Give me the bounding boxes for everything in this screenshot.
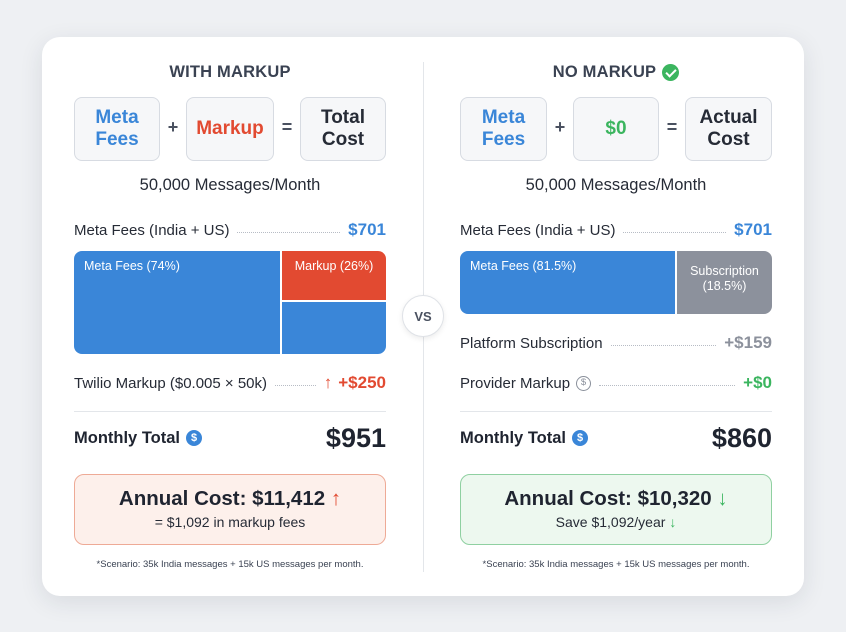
bar-segment-meta-fees: Meta Fees (81.5%) bbox=[460, 251, 675, 314]
dollar-icon: $ bbox=[186, 430, 203, 446]
equation-term-meta-fees: Meta Fees bbox=[74, 97, 160, 161]
cost-breakdown-bar: Meta Fees (81.5%) Subscription (18.5%) bbox=[460, 251, 772, 314]
markup-row: Twilio Markup ($0.005 × 50k) ↑ +$250 bbox=[74, 373, 386, 392]
monthly-total-value: $951 bbox=[325, 422, 386, 453]
platform-subscription-row: Platform Subscription +$159 bbox=[460, 333, 772, 352]
equals-sign: = bbox=[281, 117, 293, 137]
dotted-leader bbox=[610, 344, 717, 346]
cost-breakdown-bar: Meta Fees (74%) Markup (26%) bbox=[74, 251, 386, 354]
monthly-total-value: $860 bbox=[711, 422, 772, 453]
cost-equation: Meta Fees + Markup = Total Cost bbox=[74, 97, 386, 161]
equation-term-zero: $0 bbox=[573, 97, 659, 161]
bar-segment-subscription: Subscription (18.5%) bbox=[677, 251, 772, 314]
separator bbox=[460, 411, 772, 412]
equation-term-actual-cost: Actual Cost bbox=[685, 97, 772, 161]
arrow-up-icon: ↑ bbox=[323, 373, 333, 392]
meta-fees-row: Meta Fees (India + US) $701 bbox=[460, 220, 772, 239]
plus-sign: + bbox=[554, 117, 566, 137]
panel-heading: WITH MARKUP bbox=[169, 63, 291, 81]
dotted-leader bbox=[275, 384, 316, 386]
provider-markup-row: Provider Markup $ +$0 bbox=[460, 373, 772, 392]
monthly-total-row: Monthly Total $ $951 bbox=[74, 422, 386, 453]
equation-term-markup: Markup bbox=[186, 97, 274, 161]
meta-fees-row: Meta Fees (India + US) $701 bbox=[74, 220, 386, 239]
vs-badge: VS bbox=[402, 295, 444, 337]
bar-segment-meta-fees-remainder bbox=[282, 302, 386, 354]
scenario-footnote: *Scenario: 35k India messages + 15k US m… bbox=[96, 559, 364, 570]
with-markup-panel: WITH MARKUP Meta Fees + Markup = Total C… bbox=[74, 0, 386, 632]
equation-term-total-cost: Total Cost bbox=[300, 97, 386, 161]
plus-sign: + bbox=[167, 117, 179, 137]
message-volume: 50,000 Messages/Month bbox=[525, 176, 707, 194]
bar-segment-markup: Markup (26%) bbox=[282, 251, 386, 300]
dotted-leader bbox=[623, 231, 727, 233]
monthly-total-row: Monthly Total $ $860 bbox=[460, 422, 772, 453]
scenario-footnote: *Scenario: 35k India messages + 15k US m… bbox=[482, 559, 750, 570]
equation-term-meta-fees: Meta Fees bbox=[460, 97, 547, 161]
dotted-leader bbox=[237, 231, 341, 233]
arrow-up-icon: ↑ bbox=[330, 487, 342, 510]
bar-segment-meta-fees: Meta Fees (74%) bbox=[74, 251, 280, 354]
cost-equation: Meta Fees + $0 = Actual Cost bbox=[460, 97, 772, 161]
no-markup-panel: NO MARKUP Meta Fees + $0 = Actual Cost 5… bbox=[460, 0, 772, 632]
arrow-down-icon: ↓ bbox=[669, 514, 677, 530]
dotted-leader bbox=[599, 384, 736, 386]
dollar-circle-icon: $ bbox=[576, 375, 592, 391]
check-circle-icon bbox=[662, 64, 680, 81]
panel-heading: NO MARKUP bbox=[460, 63, 772, 82]
annual-cost-box: Annual Cost: $11,412 ↑ = $1,092 in marku… bbox=[74, 474, 386, 545]
separator bbox=[74, 411, 386, 412]
dollar-icon: $ bbox=[572, 430, 589, 446]
arrow-down-icon: ↓ bbox=[717, 487, 728, 510]
annual-cost-box: Annual Cost: $10,320 ↓ Save $1,092/year … bbox=[460, 474, 772, 545]
message-volume: 50,000 Messages/Month bbox=[139, 176, 321, 194]
equals-sign: = bbox=[666, 117, 678, 137]
